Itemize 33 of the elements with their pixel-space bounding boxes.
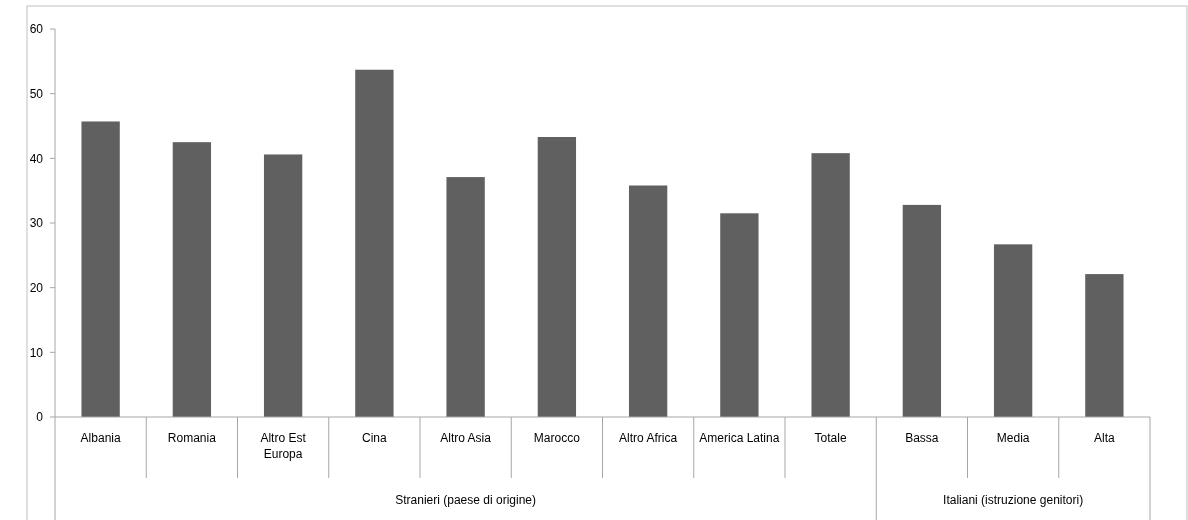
x-tick-label: Media (996, 431, 1030, 445)
y-tick-label: 10 (29, 345, 44, 360)
x-tick-label: Altro Est Europa (260, 431, 307, 461)
y-tick-label: 0 (36, 410, 44, 425)
x-tick-label: Romania (167, 431, 217, 445)
x-tick-label: Altro Asia (440, 431, 492, 445)
y-tick-label: 60 (29, 22, 44, 37)
x-tick-label: Marocco (533, 431, 581, 445)
bar (1085, 274, 1124, 417)
bar (811, 153, 850, 417)
bar (81, 121, 120, 417)
x-tick-label: Altro Africa (619, 431, 678, 445)
bar (720, 213, 759, 417)
bar (628, 185, 668, 417)
bar (172, 142, 212, 417)
y-tick-label: 20 (29, 280, 44, 295)
x-tick-label: America Latina (699, 431, 780, 445)
text: Italiani (istruzione genitori) (943, 493, 1084, 507)
bar (263, 154, 303, 417)
bar (993, 244, 1033, 417)
text: Stranieri (paese di origine) (395, 493, 536, 507)
x-tick-label: Cina (362, 431, 388, 445)
x-tick-label: Alta (1094, 431, 1116, 445)
x-tick-label: Bassa (905, 431, 939, 445)
y-tick-label: 40 (29, 151, 44, 166)
bar (355, 69, 394, 417)
x-tick-label: Totale (814, 431, 847, 445)
y-tick-label: 50 (29, 86, 44, 101)
bar (902, 204, 942, 417)
bar (537, 136, 577, 417)
y-tick-label: 30 (29, 216, 44, 231)
bar (446, 177, 485, 417)
x-tick-label: Albania (80, 431, 121, 445)
